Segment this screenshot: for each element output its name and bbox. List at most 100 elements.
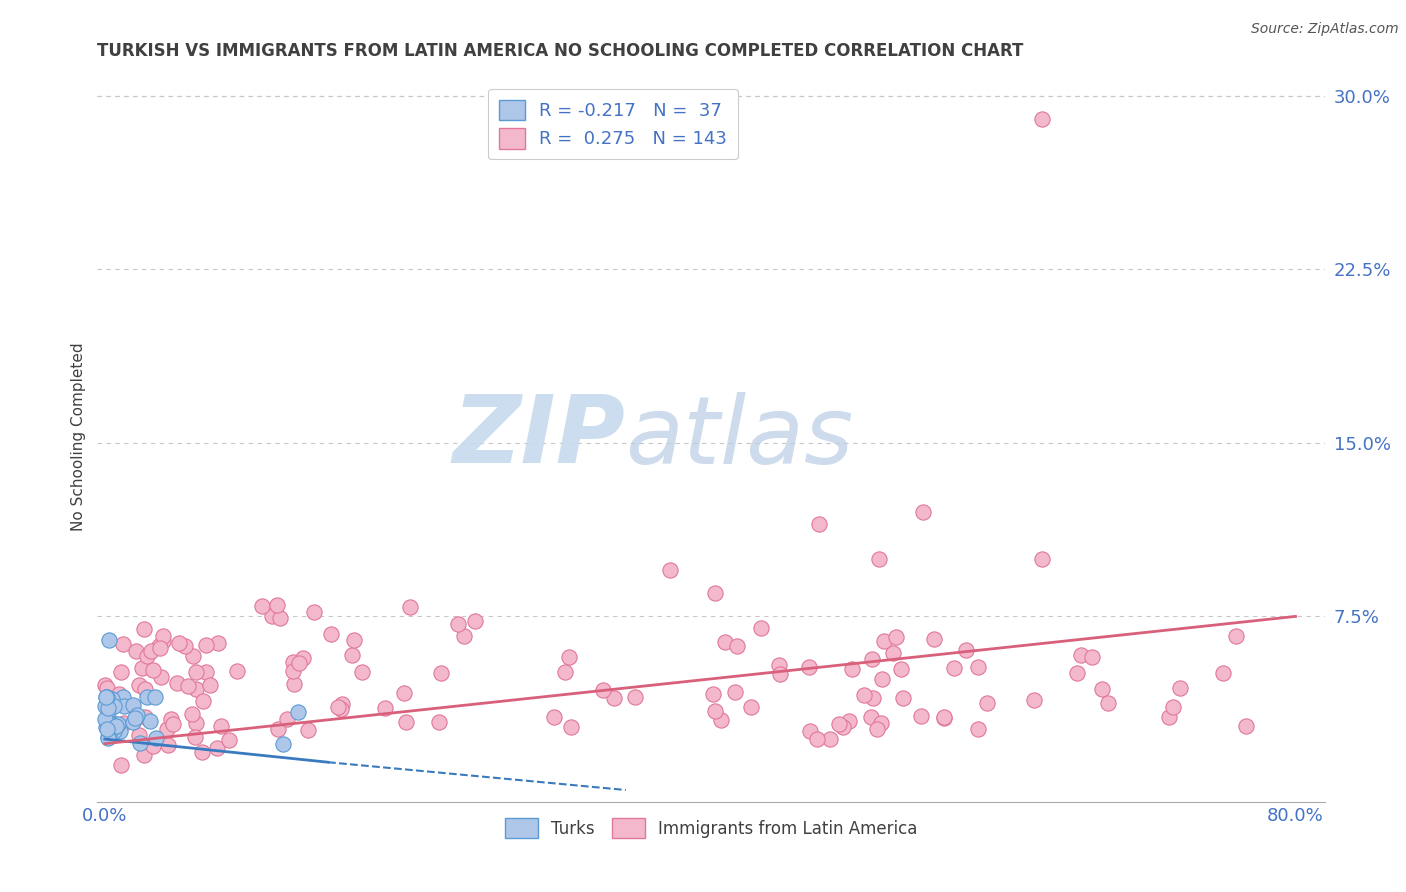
Point: [131, 661, 153, 675]
Point: [1212, 665, 1234, 680]
Point: [890, 662, 912, 676]
Point: [94, 678, 117, 692]
Point: [882, 646, 904, 660]
Text: ZIP: ZIP: [453, 391, 626, 483]
Point: [94, 699, 117, 714]
Point: [464, 614, 486, 628]
Point: [112, 636, 135, 650]
Point: [166, 676, 188, 690]
Point: [132, 747, 155, 762]
Point: [1234, 719, 1257, 733]
Point: [94, 690, 117, 705]
Point: [209, 719, 232, 733]
Point: [302, 605, 325, 619]
Point: [157, 738, 180, 752]
Point: [873, 633, 896, 648]
Point: [703, 704, 725, 718]
Point: [107, 687, 129, 701]
Point: [543, 710, 565, 724]
Point: [148, 639, 170, 653]
Point: [124, 711, 146, 725]
Point: [207, 636, 229, 650]
Point: [101, 720, 124, 734]
Point: [976, 696, 998, 710]
Point: [186, 665, 208, 680]
Point: [955, 643, 977, 657]
Point: [374, 700, 396, 714]
Point: [1031, 112, 1053, 126]
Point: [104, 718, 127, 732]
Point: [866, 723, 889, 737]
Point: [184, 730, 207, 744]
Point: [343, 633, 366, 648]
Point: [100, 692, 122, 706]
Point: [702, 686, 724, 700]
Point: [97, 731, 120, 745]
Point: [269, 611, 291, 625]
Point: [129, 736, 152, 750]
Point: [276, 712, 298, 726]
Point: [97, 717, 120, 731]
Point: [184, 681, 207, 696]
Point: [94, 720, 117, 734]
Point: [218, 733, 240, 747]
Point: [139, 714, 162, 728]
Point: [96, 681, 118, 695]
Text: TURKISH VS IMMIGRANTS FROM LATIN AMERICA NO SCHOOLING COMPLETED CORRELATION CHAR: TURKISH VS IMMIGRANTS FROM LATIN AMERICA…: [97, 42, 1024, 60]
Point: [1080, 650, 1102, 665]
Point: [287, 705, 309, 719]
Point: [860, 710, 883, 724]
Point: [112, 716, 135, 731]
Point: [430, 666, 453, 681]
Point: [177, 679, 200, 693]
Point: [769, 666, 792, 681]
Point: [101, 717, 124, 731]
Point: [799, 723, 821, 738]
Point: [122, 698, 145, 712]
Point: [260, 608, 283, 623]
Point: [297, 723, 319, 737]
Point: [142, 663, 165, 677]
Legend: Turks, Immigrants from Latin America: Turks, Immigrants from Latin America: [498, 812, 925, 845]
Point: [838, 714, 860, 728]
Point: [103, 698, 125, 713]
Point: [910, 709, 932, 723]
Point: [328, 699, 350, 714]
Point: [125, 643, 148, 657]
Point: [97, 727, 120, 741]
Point: [932, 711, 955, 725]
Point: [603, 691, 626, 706]
Point: [1329, 169, 1351, 184]
Point: [198, 678, 221, 692]
Point: [558, 650, 581, 665]
Point: [1168, 681, 1191, 695]
Point: [1097, 697, 1119, 711]
Point: [725, 640, 748, 654]
Point: [1031, 551, 1053, 566]
Point: [884, 630, 907, 644]
Point: [1070, 648, 1092, 662]
Point: [1066, 666, 1088, 681]
Point: [181, 648, 204, 663]
Point: [145, 731, 167, 745]
Point: [194, 638, 217, 652]
Point: [710, 713, 733, 727]
Point: [427, 715, 450, 730]
Point: [967, 660, 990, 674]
Point: [103, 724, 125, 739]
Point: [122, 714, 145, 729]
Point: [860, 652, 883, 666]
Point: [740, 700, 762, 714]
Point: [453, 629, 475, 643]
Point: [156, 722, 179, 736]
Point: [108, 723, 131, 738]
Point: [149, 641, 172, 656]
Point: [330, 702, 353, 716]
Point: [352, 665, 374, 680]
Point: [592, 683, 614, 698]
Point: [862, 690, 884, 705]
Point: [226, 665, 249, 679]
Text: atlas: atlas: [626, 392, 853, 483]
Point: [100, 718, 122, 732]
Point: [152, 629, 174, 643]
